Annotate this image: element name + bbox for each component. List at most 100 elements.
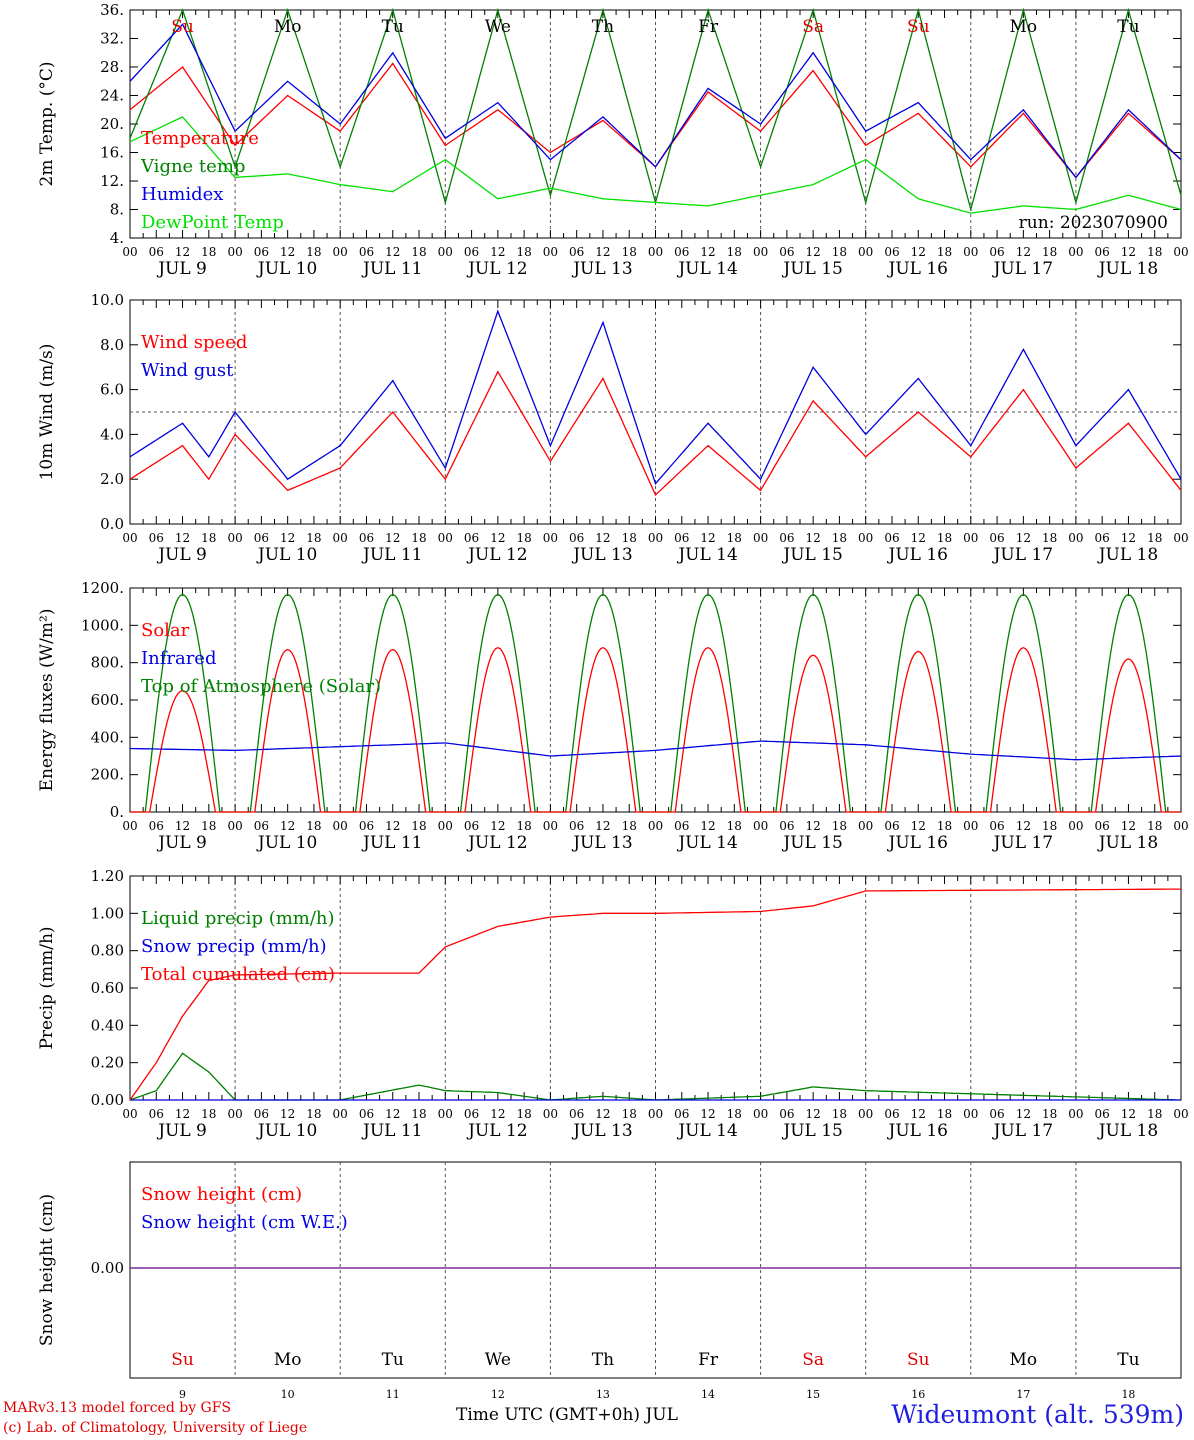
x-day-label: JUL 12 [466, 833, 527, 853]
x-hour-tick-label: 00 [753, 531, 768, 545]
weekday-label: Su [907, 1350, 930, 1370]
y-tick-label: 0.0 [100, 515, 124, 533]
x-hour-tick-label: 00 [122, 819, 137, 833]
x-hour-tick-label: 12 [595, 245, 610, 259]
x-hour-tick-label: 12 [385, 245, 400, 259]
weekday-label: Tu [1117, 17, 1139, 37]
x-day-label: JUL 9 [156, 545, 207, 565]
weekday-label: Th [592, 1350, 614, 1370]
x-hour-tick-label: 12 [806, 1107, 821, 1121]
x-hour-tick-label: 00 [227, 531, 242, 545]
x-hour-tick-label: 18 [411, 1107, 426, 1121]
y-axis-label: Snow height (cm) [37, 1194, 57, 1346]
x-hour-tick-label: 18 [411, 531, 426, 545]
x-hour-tick-label: 00 [648, 245, 663, 259]
x-hour-tick-label: 00 [543, 531, 558, 545]
x-day-label: JUL 13 [571, 259, 632, 279]
x-hour-tick-label: 06 [1095, 819, 1110, 833]
x-day-label: JUL 12 [466, 259, 527, 279]
x-hour-tick-label: 12 [280, 245, 295, 259]
x-hour-tick-label: 06 [569, 531, 584, 545]
x-hour-tick-label: 00 [858, 245, 873, 259]
x-hour-tick-label: 12 [595, 531, 610, 545]
x-hour-tick-label: 18 [937, 531, 952, 545]
y-tick-label: 800. [91, 654, 124, 672]
x-hour-tick-label: 18 [727, 531, 742, 545]
x-hour-tick-label: 18 [937, 245, 952, 259]
day-number-label: 16 [911, 1388, 925, 1401]
x-hour-tick-label: 12 [280, 1107, 295, 1121]
x-hour-tick-label: 00 [963, 1107, 978, 1121]
credit-line-model: MARv3.13 model forced by GFS [3, 1400, 232, 1416]
y-tick-label: 600. [91, 691, 124, 709]
x-hour-tick-label: 00 [438, 1107, 453, 1121]
x-hour-tick-label: 18 [306, 819, 321, 833]
x-day-label: JUL 17 [992, 1121, 1053, 1141]
x-hour-tick-label: 12 [385, 819, 400, 833]
weekday-label: Su [171, 1350, 194, 1370]
x-hour-tick-label: 00 [333, 531, 348, 545]
panel-2 [129, 587, 1182, 813]
x-hour-tick-label: 12 [490, 1107, 505, 1121]
x-hour-tick-label: 00 [858, 531, 873, 545]
x-day-label: JUL 10 [256, 833, 317, 853]
station-label: Wideumont (alt. 539m) [891, 1400, 1184, 1429]
x-hour-tick-label: 00 [648, 819, 663, 833]
weekday-label: Tu [382, 17, 404, 37]
x-hour-tick-label: 18 [727, 819, 742, 833]
x-hour-tick-label: 12 [911, 245, 926, 259]
x-hour-tick-label: 18 [1147, 819, 1162, 833]
x-hour-tick-label: 06 [1095, 531, 1110, 545]
x-hour-tick-label: 12 [700, 819, 715, 833]
legend-entry: Infrared [141, 648, 216, 669]
legend-entry: Snow precip (mm/h) [141, 936, 327, 957]
x-day-label: JUL 16 [887, 545, 948, 565]
weekday-label: Sa [802, 1350, 824, 1370]
x-hour-tick-label: 18 [306, 1107, 321, 1121]
x-hour-tick-label: 12 [280, 531, 295, 545]
legend-entry: Vigne temp [140, 156, 245, 177]
x-hour-tick-label: 00 [227, 819, 242, 833]
day-number-label: 17 [1016, 1388, 1030, 1401]
x-hour-tick-label: 06 [569, 1107, 584, 1121]
x-day-label: JUL 15 [781, 833, 842, 853]
x-hour-tick-label: 00 [122, 245, 137, 259]
x-hour-tick-label: 00 [1068, 1107, 1083, 1121]
x-hour-tick-label: 06 [674, 1107, 689, 1121]
day-number-label: 10 [281, 1388, 295, 1401]
day-number-label: 13 [596, 1388, 610, 1401]
x-hour-tick-label: 12 [385, 1107, 400, 1121]
x-day-label: JUL 9 [156, 259, 207, 279]
x-hour-tick-label: 00 [1068, 819, 1083, 833]
series-dewpoint-temp [129, 116, 1182, 214]
x-hour-tick-label: 18 [1147, 1107, 1162, 1121]
x-day-label: JUL 12 [466, 1121, 527, 1141]
x-hour-tick-label: 06 [254, 531, 269, 545]
y-tick-label: 400. [91, 728, 124, 746]
x-day-label: JUL 16 [887, 259, 948, 279]
x-hour-tick-label: 00 [543, 245, 558, 259]
x-hour-tick-label: 06 [674, 819, 689, 833]
x-hour-tick-label: 12 [700, 531, 715, 545]
weekday-label: Tu [1117, 1350, 1139, 1370]
series-wind-speed [129, 370, 1182, 496]
y-tick-label: 2.0 [100, 470, 124, 488]
x-hour-tick-label: 18 [201, 1107, 216, 1121]
x-day-label: JUL 11 [361, 1121, 422, 1141]
weekday-label: Su [907, 17, 930, 37]
panel-1 [129, 299, 1182, 525]
x-hour-tick-label: 12 [595, 1107, 610, 1121]
x-hour-tick-label: 06 [989, 1107, 1004, 1121]
x-hour-tick-label: 12 [806, 245, 821, 259]
x-hour-tick-label: 18 [832, 819, 847, 833]
x-day-label: JUL 17 [992, 545, 1053, 565]
y-tick-label: 1.20 [91, 867, 124, 885]
x-day-label: JUL 13 [571, 1121, 632, 1141]
x-hour-tick-label: 12 [700, 1107, 715, 1121]
credit-line-lab: (c) Lab. of Climatology, University of L… [3, 1420, 308, 1436]
x-hour-tick-label: 00 [1173, 245, 1188, 259]
y-tick-label: 10.0 [91, 291, 124, 309]
y-tick-label: 1200. [81, 579, 124, 597]
x-hour-tick-label: 06 [674, 245, 689, 259]
x-hour-tick-label: 12 [490, 819, 505, 833]
